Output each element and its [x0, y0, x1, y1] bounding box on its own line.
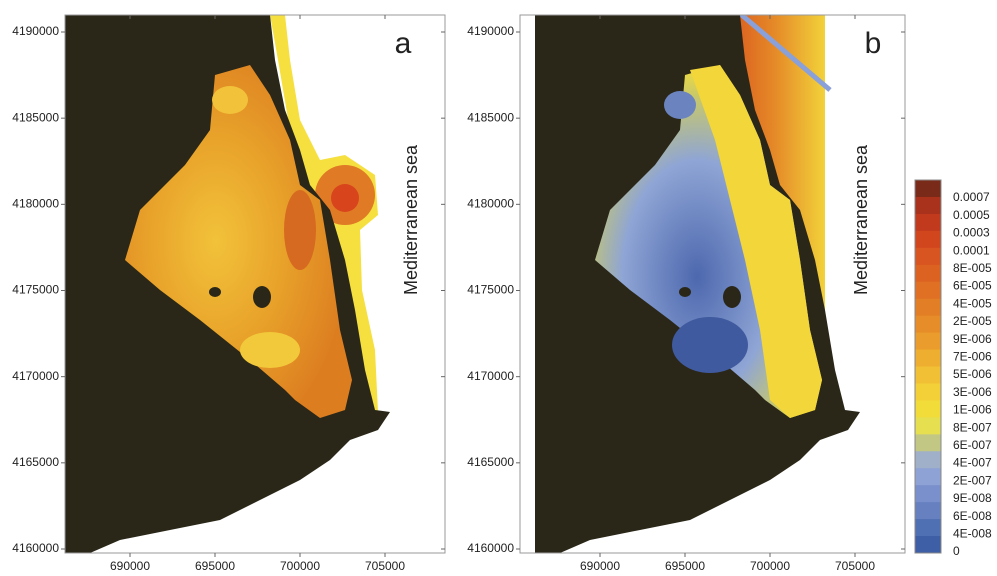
colorbar-label: 0 [953, 544, 960, 558]
colorbar-band [915, 196, 941, 215]
colorbar-band [915, 281, 941, 300]
y-tick-label: 4180000 [467, 197, 514, 211]
colorbar-label: 0.0003 [953, 226, 990, 240]
colorbar-label: 0.0005 [953, 208, 990, 222]
colorbar-band [915, 417, 941, 435]
y-tick-label: 4175000 [12, 283, 59, 297]
y-tick-label: 4190000 [467, 24, 514, 38]
colorbar-band [915, 485, 941, 503]
colorbar-band [915, 230, 941, 249]
y-tick-label: 4170000 [467, 369, 514, 383]
colorbar-band [915, 400, 941, 418]
y-tick-label: 4165000 [12, 455, 59, 469]
y-tick-label: 4185000 [12, 110, 59, 124]
colorbar-band [915, 502, 941, 520]
colorbar-label: 2E-005 [953, 314, 992, 328]
colorbar-label: 6E-007 [953, 438, 992, 452]
colorbar-band [915, 536, 941, 554]
y-tick-label: 4165000 [467, 455, 514, 469]
colorbar-label: 6E-005 [953, 279, 992, 293]
y-tick-label: 4180000 [12, 197, 59, 211]
colorbar-label: 3E-006 [953, 385, 992, 399]
colorbar-label: 0.0007 [953, 190, 990, 204]
colorbar-frame [914, 179, 942, 554]
y-tick-label: 4175000 [467, 283, 514, 297]
colorbar: 0.0007 0.0005 0.0003 0.0001 8E-005 6E-005 4E-0… [914, 179, 992, 558]
colorbar-band [915, 519, 941, 537]
colorbar-label: 9E-008 [953, 491, 992, 505]
colorbar-label: 0.0001 [953, 243, 990, 257]
colorbar-label: 6E-008 [953, 509, 992, 523]
colorbar-label: 9E-006 [953, 332, 992, 346]
panel-label: b [865, 27, 882, 60]
colorbar-band [915, 332, 941, 351]
panel-a [65, 15, 390, 553]
y-tick-label: 4160000 [467, 541, 514, 555]
colorbar-label: 4E-008 [953, 526, 992, 540]
colorbar-label: 7E-006 [953, 349, 992, 363]
x-tick-label: 700000 [750, 559, 790, 573]
colorbar-band [915, 180, 941, 198]
colorbar-label: 4E-005 [953, 296, 992, 310]
frame [64, 14, 446, 554]
colorbar-label: 4E-007 [953, 456, 992, 470]
colorbar-label: 1E-006 [953, 403, 992, 417]
y-tick-label: 4170000 [12, 369, 59, 383]
colorbar-band [915, 247, 941, 266]
x-tick-label: 700000 [280, 559, 320, 573]
x-tick-label: 705000 [365, 559, 405, 573]
colorbar-band [915, 315, 941, 334]
y-tick-label: 4160000 [12, 541, 59, 555]
x-tick-label: 690000 [580, 559, 620, 573]
x-tick-label: 695000 [665, 559, 705, 573]
colorbar-band [915, 451, 941, 469]
colorbar-label: 2E-007 [953, 473, 992, 487]
panel-label: a [395, 27, 412, 60]
y-tick-label: 4190000 [12, 24, 59, 38]
y-tick-label: 4185000 [467, 110, 514, 124]
colorbar-label: 8E-007 [953, 420, 992, 434]
colorbar-band [915, 366, 941, 384]
x-tick-label: 695000 [195, 559, 235, 573]
colorbar-band [915, 213, 941, 232]
colorbar-band [915, 298, 941, 317]
panel-b [535, 15, 860, 553]
sea-label: Mediterranean sea [401, 144, 421, 295]
colorbar-band [915, 383, 941, 401]
x-tick-label: 705000 [835, 559, 875, 573]
colorbar-band [915, 434, 941, 452]
colorbar-band [915, 349, 941, 367]
colorbar-label: 5E-006 [953, 367, 992, 381]
frame [519, 14, 906, 554]
colorbar-band [915, 264, 941, 283]
x-tick-label: 690000 [110, 559, 150, 573]
sea-label: Mediterranean sea [851, 144, 871, 295]
colorbar-band [915, 468, 941, 486]
colorbar-label: 8E-005 [953, 261, 992, 275]
